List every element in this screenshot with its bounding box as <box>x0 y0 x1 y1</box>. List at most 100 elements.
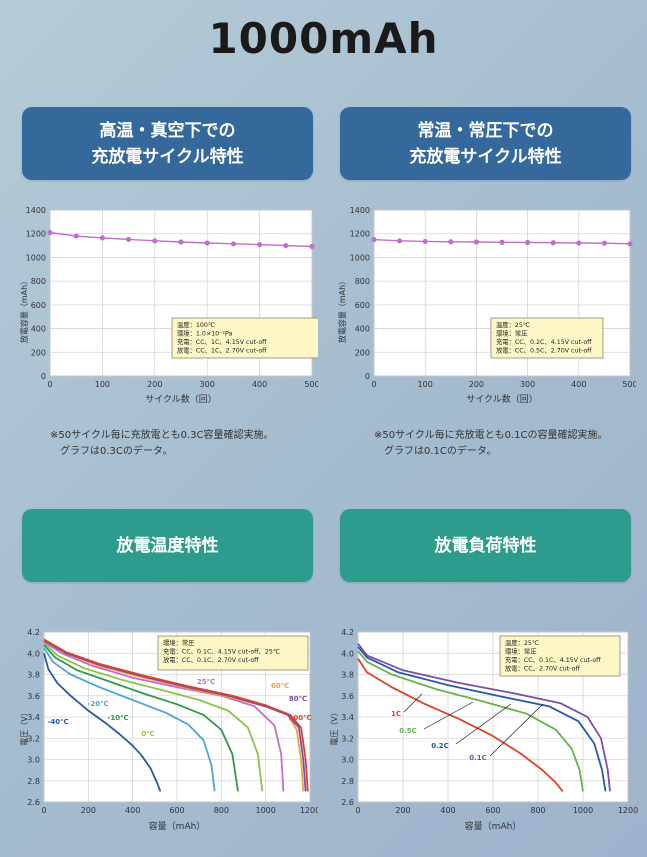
condition-text: 放電：CC、0.1C、2.70V cut-off <box>163 655 259 664</box>
y-tick-label: 1400 <box>350 206 370 215</box>
chart-cycle-vacuum: 0 100 200 300 400 500 0 200 400 600 800 1000 1200 140… <box>19 206 318 405</box>
banner-high-temp-vacuum-cycle: 高温・真空下での 充放電サイクル特性 <box>22 107 313 180</box>
x-tick-label: 100 <box>418 380 433 389</box>
y-tick-label: 0 <box>41 372 46 381</box>
x-tick-label: 400 <box>440 806 455 815</box>
note-line-1: ※50サイクル毎に充放電とも0.3C容量確認実施。 <box>50 430 274 441</box>
y-axis-label: 電圧（V） <box>20 708 29 745</box>
note-line-1: ※50サイクル毎に充放電とも0.1Cの容量確認実施。 <box>374 430 608 441</box>
condition-text: 放電：CC、1C、2.70V cut-off <box>177 346 267 355</box>
x-tick-label: 200 <box>469 380 484 389</box>
y-tick-label: 400 <box>355 325 370 334</box>
condition-text: 充電：CC、1C、4.15V cut-off <box>177 337 267 346</box>
series-label: -20℃ <box>87 700 108 708</box>
y-tick-label: 2.8 <box>27 777 40 786</box>
y-tick-label: 3.6 <box>341 692 354 701</box>
x-tick-label: 0 <box>47 380 52 389</box>
x-axis-label: サイクル数（回） <box>466 393 538 405</box>
data-point <box>499 239 505 245</box>
data-point <box>152 238 158 244</box>
y-tick-label: 3.0 <box>341 756 354 765</box>
series-label: 0.5C <box>399 727 417 735</box>
x-tick-label: 600 <box>169 806 184 815</box>
x-tick-label: 1000 <box>573 806 593 815</box>
x-tick-label: 800 <box>214 806 229 815</box>
y-tick-label: 1000 <box>350 253 370 262</box>
y-tick-label: 3.4 <box>341 713 354 722</box>
y-tick-label: 2.8 <box>341 777 354 786</box>
data-point <box>627 241 633 247</box>
data-point <box>448 239 454 245</box>
data-point <box>422 238 428 245</box>
data-point <box>47 229 53 236</box>
y-tick-label: 1400 <box>26 206 46 215</box>
data-point <box>230 241 236 247</box>
condition-text: 環境：常圧 <box>505 647 537 656</box>
condition-text: 放電：CC、2.70V cut-off <box>505 664 580 673</box>
data-point <box>309 243 315 250</box>
data-point <box>204 240 210 246</box>
x-tick-label: 200 <box>81 806 96 815</box>
y-tick-label: 200 <box>355 348 370 357</box>
series-label: 60℃ <box>271 682 289 690</box>
banner-room-temp-cycle: 常温・常圧下での 充放電サイクル特性 <box>340 107 631 180</box>
y-axis-label: 放電容量（mAh） <box>19 277 29 343</box>
condition-text: 環境：常圧 <box>163 638 195 647</box>
chart-cycle-normal: 0 100 200 300 400 500 0 200 400 600 800 1000 1200 140… <box>337 206 636 405</box>
chart-discharge-temperature: 0 200 400 600 800 1000 1200 2.6 2.8 3.0 3.2 3.4 3.6 3… <box>20 628 318 832</box>
banner-discharge-temperature: 放電温度特性 <box>22 509 313 582</box>
x-tick-label: 400 <box>125 806 140 815</box>
series-label: 0.2C <box>431 742 449 750</box>
data-point <box>525 239 531 246</box>
y-tick-label: 4.2 <box>341 628 354 637</box>
y-tick-label: 4.2 <box>27 628 40 637</box>
series-line-100℃ <box>43 638 309 792</box>
y-tick-label: 800 <box>31 277 46 286</box>
x-tick-label: 200 <box>395 806 410 815</box>
banner-discharge-load: 放電負荷特性 <box>340 509 631 582</box>
x-axis-label: 容量（mAh） <box>149 820 206 832</box>
x-tick-label: 500 <box>304 380 318 389</box>
series-line-0.2C <box>357 646 607 792</box>
note-vacuum-cycle: ※50サイクル毎に充放電とも0.3C容量確認実施。 グラフは0.3Cのデータ。 <box>50 428 274 460</box>
y-tick-label: 800 <box>355 277 370 286</box>
y-tick-label: 2.6 <box>341 798 354 807</box>
series-label: 0.1C <box>469 754 487 762</box>
y-tick-label: 4.0 <box>27 649 40 658</box>
x-tick-label: 400 <box>571 380 586 389</box>
leader-line <box>489 703 544 757</box>
x-tick-label: 0 <box>355 806 360 815</box>
y-tick-label: 3.2 <box>27 734 40 743</box>
y-tick-label: 3.6 <box>27 692 40 701</box>
y-tick-label: 3.0 <box>27 756 40 765</box>
condition-text: 充電：CC、0.1C、4.15V cut-off <box>505 655 601 664</box>
y-axis-label: 放電容量（mAh） <box>337 277 347 343</box>
condition-box <box>499 635 621 677</box>
x-tick-label: 300 <box>520 380 535 389</box>
y-tick-label: 3.8 <box>341 671 354 680</box>
data-point <box>550 240 556 246</box>
y-tick-label: 1200 <box>26 230 46 239</box>
series-line-0℃ <box>43 641 264 792</box>
x-tick-label: 100 <box>95 380 110 389</box>
condition-text: 環境：常圧 <box>496 329 528 338</box>
condition-text: 温度：25℃ <box>505 638 539 647</box>
series-line-1C <box>357 658 564 792</box>
data-point <box>283 242 289 249</box>
data-point <box>126 236 132 243</box>
y-axis-label: 電圧（V） <box>330 708 339 745</box>
x-tick-label: 400 <box>252 380 267 389</box>
x-tick-label: 0 <box>41 806 46 815</box>
note-normal-cycle: ※50サイクル毎に充放電とも0.1Cの容量確認実施。 グラフは0.1Cのデータ。 <box>374 428 608 460</box>
condition-box <box>171 317 318 359</box>
series-line-80℃ <box>43 639 307 792</box>
x-tick-label: 1200 <box>300 806 318 815</box>
data-point <box>473 239 479 245</box>
condition-text: 環境：1.0×10⁻²Pa <box>177 329 233 338</box>
y-tick-label: 600 <box>31 301 46 310</box>
series-label: -40℃ <box>47 718 68 726</box>
y-tick-label: 1000 <box>26 253 46 262</box>
page-title: 1000mAh <box>208 14 439 63</box>
x-tick-label: 300 <box>200 380 215 389</box>
x-tick-label: 200 <box>147 380 162 389</box>
